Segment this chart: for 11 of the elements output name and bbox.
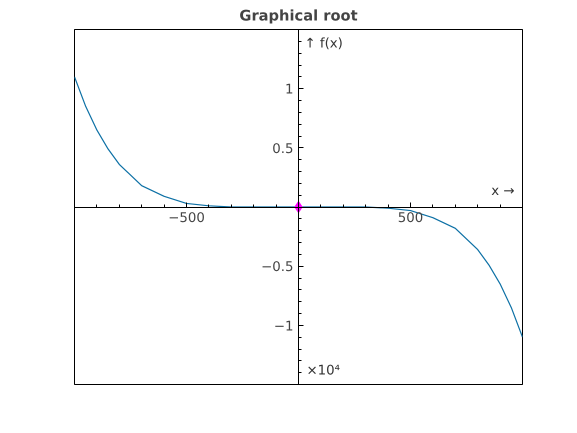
- y-axis-title: ↑ f(x): [304, 36, 343, 52]
- x-axis-title: x →: [491, 184, 515, 199]
- annotation: ×10⁴: [306, 364, 340, 378]
- line-series: [74, 76, 522, 338]
- y-tick-label: −0.5: [261, 260, 294, 276]
- x-tick-label: −500: [168, 211, 205, 226]
- y-tick-label: 1: [285, 82, 294, 98]
- chart-title: Graphical root: [239, 8, 358, 24]
- x-tick-label: 500: [398, 211, 424, 226]
- y-tick-label: −1: [274, 319, 294, 334]
- y-tick-label: 0.5: [272, 142, 294, 157]
